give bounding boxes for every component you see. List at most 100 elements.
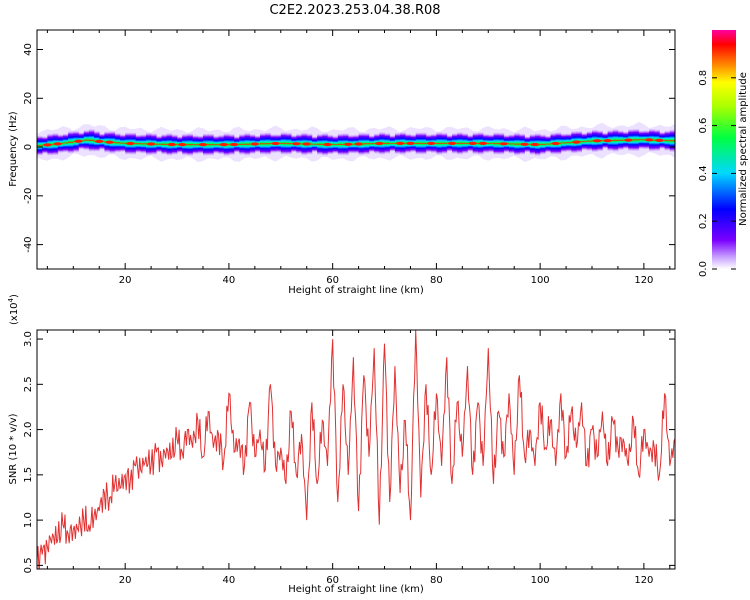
band-peak xyxy=(292,142,301,146)
band-cell xyxy=(457,132,463,155)
x-tick-label: 120 xyxy=(634,275,653,286)
y-tick-label: 1.0 xyxy=(23,512,34,528)
snr-ticks: 20 40 60 80 100 120 0.5 1.0 1.5 2.0 2.5 3.0 xyxy=(23,330,675,586)
band-peak xyxy=(375,141,384,146)
band-peak xyxy=(655,138,664,142)
band-peak xyxy=(427,141,436,145)
band-cell xyxy=(286,132,292,155)
band-peak xyxy=(354,142,363,146)
band-cell xyxy=(213,135,219,154)
band-cell xyxy=(581,133,588,151)
snr-scale-label: (x104) xyxy=(7,294,20,325)
band-peak xyxy=(230,142,239,147)
band-cell xyxy=(208,133,214,156)
snr-frame xyxy=(36,329,676,570)
band-cell xyxy=(420,132,427,155)
band-peak xyxy=(406,141,415,145)
colorbar-label: Normalized spectral amplitude xyxy=(738,72,749,226)
band-peak xyxy=(53,142,62,146)
band-peak xyxy=(520,142,529,146)
colorbar-ticks: 0.0 0.2 0.4 0.6 0.8 xyxy=(698,70,736,277)
band-peak xyxy=(43,143,52,147)
band-peak xyxy=(219,143,228,147)
x-tick-label: 40 xyxy=(223,275,236,286)
band-peak xyxy=(344,142,353,146)
band-peak xyxy=(468,141,477,145)
band-cell xyxy=(260,133,266,155)
spectrogram-panel: 20 40 60 80 100 120 -40 -20 0 20 40 Height of stra… xyxy=(8,29,676,296)
colorbar: 0.0 0.2 0.4 0.6 0.8 Normalized spectral ampl… xyxy=(698,30,749,277)
y-tick-label: 2.5 xyxy=(23,376,34,392)
band-cell xyxy=(493,132,500,155)
band-cell xyxy=(441,132,448,154)
x-tick-label: 80 xyxy=(430,275,443,286)
band-peak xyxy=(551,141,560,146)
colorbar-tick-label: 0.2 xyxy=(698,213,709,229)
x-tick-label: 20 xyxy=(119,575,132,586)
y-tick-label: -40 xyxy=(23,236,34,252)
colorbar-tick-label: 0.6 xyxy=(698,118,709,134)
y-tick-label: 20 xyxy=(23,92,34,105)
band-cell xyxy=(192,135,199,155)
band-peak xyxy=(199,143,207,147)
colorbar-tick-label: 0.0 xyxy=(698,261,709,277)
band-cell xyxy=(488,134,494,153)
band-peak xyxy=(147,142,156,146)
band-cell xyxy=(37,135,43,156)
band-cell xyxy=(68,131,74,154)
band-cell xyxy=(514,132,520,156)
y-tick-label: 2.0 xyxy=(23,422,34,438)
band-cell xyxy=(114,133,121,153)
band-cell xyxy=(135,134,142,153)
band-cell xyxy=(566,133,572,152)
band-peak xyxy=(479,141,488,145)
band-cell xyxy=(317,134,323,155)
x-tick-label: 20 xyxy=(119,275,132,286)
band-peak xyxy=(105,140,114,144)
band-cell xyxy=(280,132,287,155)
band-cell xyxy=(265,132,271,155)
band-peak xyxy=(178,143,187,147)
band-cell xyxy=(187,133,193,156)
spectrogram-frame xyxy=(36,29,676,270)
band-cell xyxy=(62,133,69,153)
band-cell xyxy=(332,136,339,154)
band-peak xyxy=(271,141,280,146)
band-peak xyxy=(302,142,311,146)
band-peak xyxy=(167,142,176,147)
band-cell xyxy=(363,133,370,155)
snr-series-line xyxy=(37,330,675,569)
band-peak xyxy=(572,140,581,144)
y-tick-label: 0 xyxy=(23,144,34,150)
snr-panel: 20 40 60 80 100 120 0.5 1.0 1.5 2.0 2.5 3.0 Height … xyxy=(7,294,676,595)
band-cell xyxy=(664,130,671,151)
x-tick-label: 100 xyxy=(531,275,550,286)
y-tick-label: 0.5 xyxy=(23,557,34,573)
band-cell xyxy=(384,133,391,154)
band-cell xyxy=(540,134,546,155)
snr-ylabel: SNR (10 * v/v) xyxy=(8,413,19,484)
band-cell xyxy=(88,129,95,152)
spectrogram-xlabel: Height of straight line (km) xyxy=(288,285,424,296)
band-cell xyxy=(337,133,344,156)
colorbar-tick-label: 0.8 xyxy=(698,70,709,86)
band-cell xyxy=(545,135,551,153)
band-cell xyxy=(369,135,375,153)
band-cell xyxy=(617,130,624,150)
band-peak xyxy=(624,138,633,142)
band-peak xyxy=(396,141,405,145)
band-peak xyxy=(645,138,654,142)
band-peak xyxy=(250,142,259,146)
band-cell xyxy=(389,135,396,152)
band-cell xyxy=(586,131,593,151)
band-cell xyxy=(669,129,675,152)
spectrogram-ylabel: Frequency (Hz) xyxy=(8,111,19,187)
y-tick-label: -20 xyxy=(23,188,34,204)
band-cell xyxy=(311,136,318,152)
band-peak xyxy=(448,141,456,145)
band-peak xyxy=(499,142,508,146)
band-cell xyxy=(633,128,640,151)
band-cell xyxy=(509,134,515,154)
band-cell xyxy=(161,134,168,155)
band-cell xyxy=(120,134,126,152)
